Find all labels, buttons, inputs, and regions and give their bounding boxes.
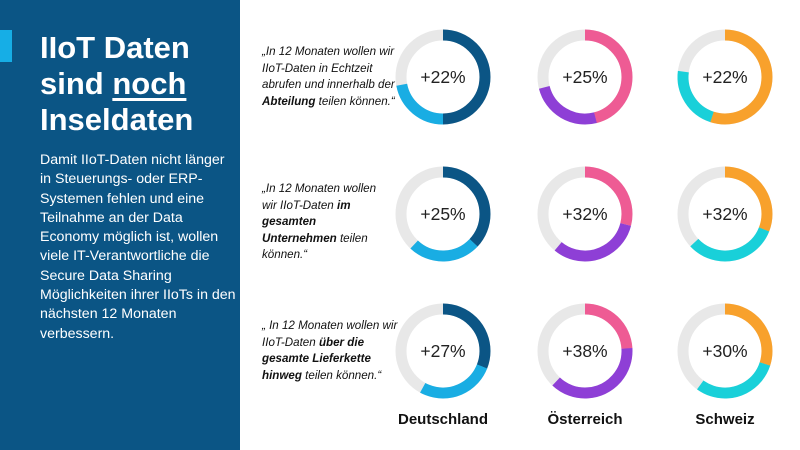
donut-segment-increase	[395, 166, 491, 262]
donut-label: +22%	[702, 67, 747, 87]
title-line-2-underlined: noch	[112, 66, 187, 101]
donut-segment-increase	[677, 166, 773, 262]
donut-segment-increase	[395, 29, 491, 125]
quote-text: teilen können.“	[301, 368, 382, 382]
quote-2: „In 12 Monaten wollen wir IIoT-Daten im …	[262, 181, 390, 264]
donut-segment-base	[677, 166, 773, 262]
quote-text: „ In 12 Monaten wollen wir IIoT-Daten	[262, 319, 398, 349]
quote-text: „In 12 Monaten wollen wir IIoT-Daten	[262, 182, 377, 212]
donut-label: +27%	[420, 341, 465, 361]
sidebar-panel	[0, 0, 240, 450]
donut-segment-increase	[395, 303, 491, 399]
title-line-1: IIoT Daten	[40, 30, 190, 65]
donut-segment-increase	[537, 303, 633, 399]
donut-segment-base	[537, 29, 633, 125]
country-label-schweiz: Schweiz	[695, 411, 755, 428]
country-label-deutschland: Deutschland	[397, 411, 488, 428]
title-line-2-pre: sind	[40, 66, 113, 101]
donut-segment-increase	[537, 29, 633, 125]
quote-bold: Abteilung	[262, 94, 316, 108]
page-title: IIoT Daten sind noch Inseldaten	[40, 30, 230, 138]
donut-label: +38%	[562, 341, 607, 361]
title-line-3: Inseldaten	[40, 102, 194, 137]
quote-3: „ In 12 Monaten wollen wir IIoT-Daten üb…	[262, 318, 408, 384]
donut-label: +30%	[702, 341, 747, 361]
quote-text: teilen können.“	[315, 94, 395, 108]
quote-bold: über die gesamte Lieferkette hinweg	[262, 335, 371, 382]
country-label-oesterreich: Österreich	[547, 411, 623, 428]
donut-segment-base	[677, 29, 773, 125]
donut-label: +32%	[562, 204, 607, 224]
donut-label: +25%	[562, 67, 607, 87]
sidebar-body: Damit IIoT-Daten nicht länger in Steueru…	[40, 152, 236, 342]
quote-text: teilen können.“	[262, 231, 368, 262]
donut-label: +22%	[420, 67, 465, 87]
donut-segment-increase	[537, 166, 633, 262]
donut-segment-base	[537, 303, 633, 399]
quote-1: „In 12 Monaten wollen wir IIoT-Daten in …	[262, 44, 412, 110]
donut-label: +32%	[702, 204, 747, 224]
donut-segment-base	[537, 166, 633, 262]
donut-segment-base	[677, 303, 773, 399]
donut-label: +25%	[420, 204, 465, 224]
quote-text: „In 12 Monaten wollen wir IIoT-Daten in …	[262, 45, 395, 91]
accent-bar	[0, 30, 12, 62]
donut-segment-base	[395, 303, 491, 399]
donut-segment-base	[395, 166, 491, 262]
quote-bold: im gesamten Unternehmen	[262, 198, 351, 245]
